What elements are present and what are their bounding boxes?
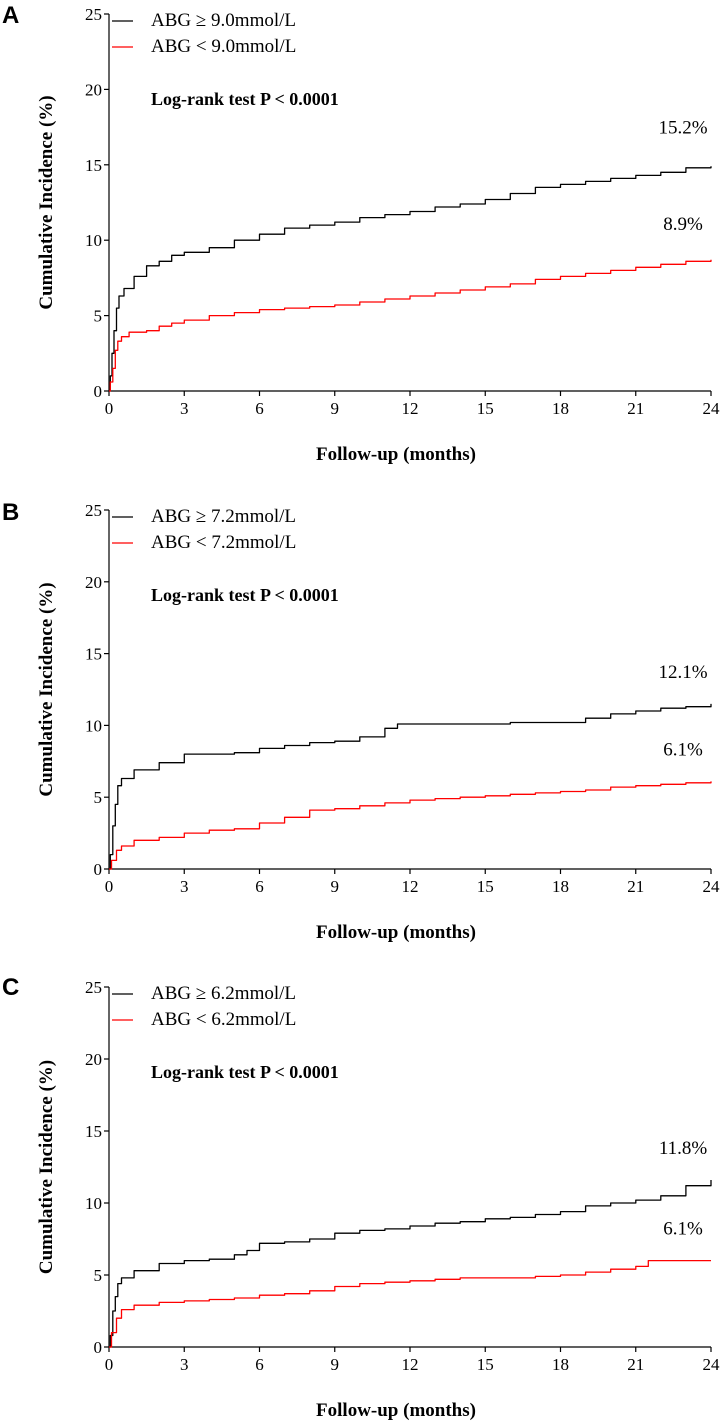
y-tick-label: 15 — [85, 156, 102, 175]
x-tick-label: 3 — [180, 877, 189, 896]
plot-b: 0 5 10 15 20 25 0 3 6 9 12 15 18 21 24 Follow-up (month… — [36, 501, 720, 943]
x-tick-label: 21 — [627, 1355, 644, 1374]
x-tick-label: 24 — [703, 877, 721, 896]
x-tick-label: 12 — [402, 1355, 419, 1374]
legend-entry: ABG ≥ 7.2mmol/L — [151, 506, 296, 527]
x-tick-label: 9 — [331, 1355, 340, 1374]
x-tick-label: 15 — [477, 877, 494, 896]
y-tick-label: 0 — [94, 382, 103, 401]
y-tick-label: 10 — [85, 231, 102, 250]
x-axis-title: Follow-up (months) — [316, 922, 476, 943]
y-tick-label: 0 — [94, 1338, 103, 1357]
y-tick-label: 0 — [94, 860, 103, 879]
x-tick-label: 12 — [402, 399, 419, 418]
legend-entry: ABG ≥ 6.2mmol/L — [151, 983, 296, 1004]
log-rank-annotation: Log-rank test P < 0.0001 — [151, 1062, 339, 1082]
x-tick-label: 21 — [627, 877, 644, 896]
x-axis-title: Follow-up (months) — [316, 444, 476, 465]
y-tick-label: 20 — [85, 80, 102, 99]
plot-a: 0 5 10 15 20 25 0 3 6 9 12 15 18 21 24 Follow-up (month… — [36, 5, 720, 465]
end-value-label: 8.9% — [663, 214, 703, 235]
series-curve — [109, 166, 712, 392]
panel-a: A 0 5 10 15 20 25 0 3 6 9 12 15 18 21 24 Follow-up (mon… — [2, 2, 720, 465]
x-tick-label: 12 — [402, 877, 419, 896]
end-value-label: 6.1% — [663, 739, 703, 760]
y-tick-label: 25 — [85, 5, 102, 24]
end-value-label: 11.8% — [659, 1138, 708, 1159]
series-curve — [109, 1180, 712, 1348]
end-value-label: 12.1% — [658, 662, 707, 683]
x-tick-label: 3 — [180, 1355, 189, 1374]
x-tick-label: 6 — [255, 1355, 264, 1374]
legend-entry: ABG < 6.2mmol/L — [151, 1009, 296, 1030]
y-tick-label: 20 — [85, 1050, 102, 1069]
panel-letter-a: A — [2, 2, 19, 29]
y-tick-label: 5 — [94, 307, 103, 326]
legend-entry: ABG < 9.0mmol/L — [151, 36, 296, 57]
x-tick-label: 9 — [331, 877, 340, 896]
panel-letter-c: C — [2, 974, 19, 1001]
x-tick-label: 0 — [105, 399, 114, 418]
x-tick-label: 24 — [703, 399, 721, 418]
legend-entry: ABG ≥ 9.0mmol/L — [151, 10, 296, 31]
x-axis-title: Follow-up (months) — [316, 1400, 476, 1421]
y-tick-label: 15 — [85, 1122, 102, 1141]
x-tick-label: 15 — [477, 399, 494, 418]
y-tick-label: 10 — [85, 1194, 102, 1213]
x-tick-label: 21 — [627, 399, 644, 418]
legend-entry: ABG < 7.2mmol/L — [151, 532, 296, 553]
y-tick-label: 25 — [85, 978, 102, 997]
series-curve — [109, 259, 712, 392]
panel-c: C 0 5 10 15 20 25 0 3 6 9 12 15 18 21 24 Follow-up (mon… — [2, 974, 720, 1421]
x-tick-label: 0 — [105, 877, 114, 896]
y-tick-label: 20 — [85, 573, 102, 592]
x-tick-label: 18 — [552, 877, 569, 896]
log-rank-annotation: Log-rank test P < 0.0001 — [151, 585, 339, 605]
x-tick-label: 3 — [180, 399, 189, 418]
series-curve — [109, 703, 712, 870]
x-tick-label: 24 — [703, 1355, 721, 1374]
y-tick-label: 25 — [85, 501, 102, 520]
panel-letter-b: B — [2, 499, 19, 526]
x-tick-label: 9 — [331, 399, 340, 418]
x-tick-label: 6 — [255, 399, 264, 418]
x-tick-label: 6 — [255, 877, 264, 896]
y-tick-label: 15 — [85, 645, 102, 664]
end-value-label: 6.1% — [663, 1219, 703, 1240]
y-axis-title: Cumulative Incidence (%) — [36, 1060, 57, 1274]
plot-c: 0 5 10 15 20 25 0 3 6 9 12 15 18 21 24 Follow-up (month… — [36, 978, 720, 1421]
y-tick-label: 10 — [85, 716, 102, 735]
y-axis-title: Cumulative Incidence (%) — [36, 95, 57, 309]
series-curve — [109, 781, 712, 870]
series-curve — [109, 1259, 711, 1348]
x-tick-label: 18 — [552, 1355, 569, 1374]
x-tick-label: 18 — [552, 399, 569, 418]
x-tick-label: 0 — [105, 1355, 114, 1374]
log-rank-annotation: Log-rank test P < 0.0001 — [151, 89, 339, 109]
end-value-label: 15.2% — [658, 117, 707, 138]
y-tick-label: 5 — [94, 788, 103, 807]
x-tick-label: 15 — [477, 1355, 494, 1374]
y-tick-label: 5 — [94, 1266, 103, 1285]
y-axis-title: Cumulative Incidence (%) — [36, 582, 57, 796]
panel-b: B 0 5 10 15 20 25 0 3 6 9 12 15 18 21 24 Follow-up (mon… — [2, 499, 720, 943]
